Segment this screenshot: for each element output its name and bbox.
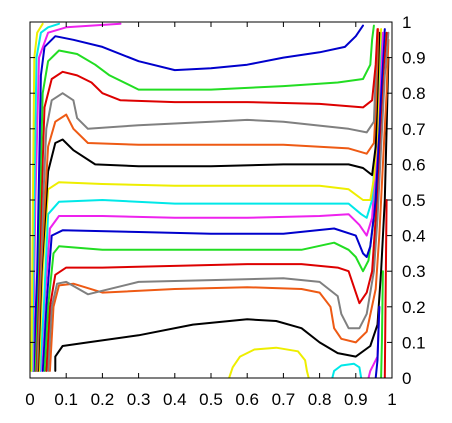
contour-line-0 — [54, 56, 390, 372]
y-tick-label-10: 1 — [402, 13, 411, 32]
contour-line-9 — [37, 31, 381, 372]
x-tick-label-3: 0.3 — [127, 390, 151, 409]
x-tick-label-8: 0.8 — [308, 390, 332, 409]
y-tick-label-7: 0.7 — [402, 120, 426, 139]
contour-line-23 — [383, 199, 388, 378]
contour-line-5 — [41, 28, 386, 372]
contour-line-13 — [33, 24, 375, 372]
x-tick-label-2: 0.2 — [91, 390, 115, 409]
axis-ticks — [29, 21, 393, 379]
x-tick-label-1: 0.1 — [54, 390, 78, 409]
x-axis-tick-labels: 0 0.1 0.2 0.3 0.4 0.5 0.6 0.7 0.8 0.9 1 — [25, 390, 396, 409]
contour-line-3 — [45, 31, 388, 372]
contour-line-21 — [374, 305, 381, 378]
y-tick-label-0: 0 — [402, 369, 411, 388]
contour-line-6 — [39, 31, 384, 372]
contour-line-1 — [48, 38, 390, 372]
x-tick-label-10: 1 — [387, 390, 396, 409]
contour-line-12 — [34, 28, 379, 372]
y-tick-label-1: 0.1 — [402, 333, 426, 352]
x-tick-label-9: 0.9 — [344, 390, 368, 409]
contour-line-2 — [47, 31, 390, 372]
contour-line-18 — [228, 346, 310, 378]
x-tick-label-6: 0.6 — [235, 390, 259, 409]
contour-line-19 — [331, 362, 363, 378]
contour-line-15 — [31, 22, 122, 372]
contour-line-10 — [36, 28, 380, 372]
contour-line-14 — [32, 24, 364, 372]
x-tick-label-5: 0.5 — [199, 390, 223, 409]
contour-line-16 — [31, 22, 60, 372]
y-tick-label-6: 0.6 — [402, 155, 426, 174]
x-tick-label-7: 0.7 — [272, 390, 296, 409]
contour-line-11 — [35, 31, 379, 372]
x-tick-label-4: 0.4 — [163, 390, 187, 409]
y-tick-label-9: 0.9 — [402, 49, 426, 68]
plot-area — [29, 21, 393, 379]
x-tick-label-0: 0 — [25, 390, 34, 409]
y-tick-label-8: 0.8 — [402, 84, 426, 103]
y-tick-label-5: 0.5 — [402, 191, 426, 210]
contour-lines — [30, 22, 390, 378]
contour-line-22 — [380, 270, 384, 378]
y-axis-tick-labels: 0 0.1 0.2 0.3 0.4 0.5 0.6 0.7 0.8 0.9 1 — [402, 13, 426, 388]
y-tick-label-4: 0.4 — [402, 227, 426, 246]
y-tick-label-2: 0.2 — [402, 298, 426, 317]
y-tick-label-3: 0.3 — [402, 262, 426, 281]
